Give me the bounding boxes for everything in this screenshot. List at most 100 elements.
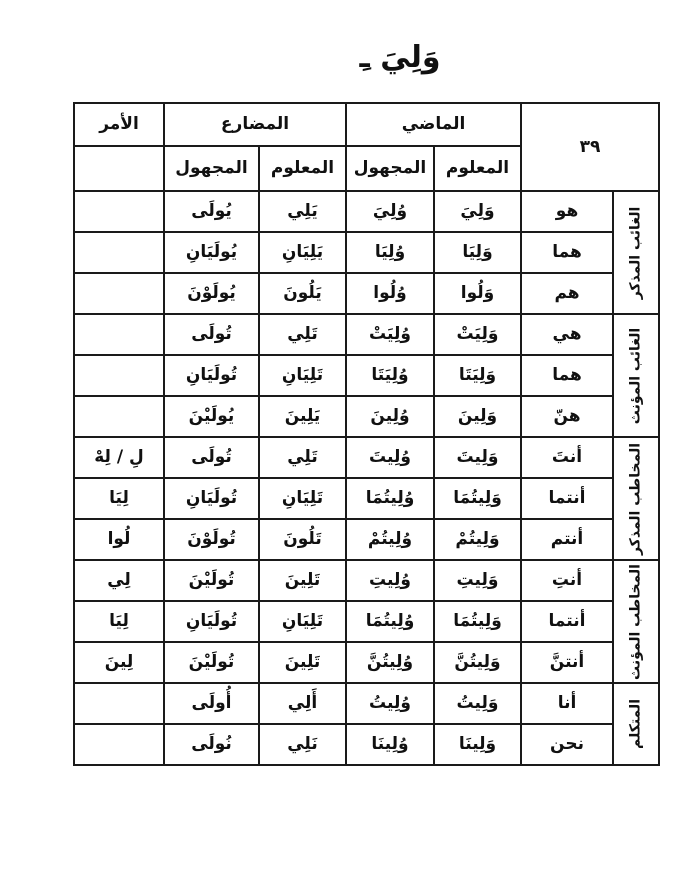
pronoun-cell: هما	[519, 231, 615, 274]
present-active-cell: نَلِي	[258, 723, 347, 766]
present-passive-cell: يُولَيْنَ	[163, 395, 260, 438]
table-row: هنّ وَلِينَ وُلِينَ يَلِينَ يُولَيْنَ	[73, 395, 659, 438]
header-imperative: الأمر	[73, 102, 165, 147]
pronoun-cell: هنّ	[519, 395, 615, 438]
present-passive-cell: تُولَيَانِ	[163, 600, 260, 643]
imperative-cell: لِي	[73, 559, 165, 602]
imperative-cell: لِينَ	[73, 641, 165, 684]
pronoun-cell: هما	[519, 354, 615, 397]
present-passive-cell: يُولَيَانِ	[163, 231, 260, 274]
past-passive-cell: وُلِيتُمْ	[345, 518, 435, 561]
pronoun-cell: هو	[519, 190, 615, 233]
imperative-cell	[73, 313, 165, 356]
header-present-active: المعلوم	[258, 145, 347, 192]
past-active-cell: وَلِيَتْ	[433, 313, 522, 356]
past-active-cell: وَلِيتُمَا	[433, 477, 522, 520]
group-label-text: الغائب المؤنث	[627, 327, 644, 424]
table-row: أنتما وَلِيتُمَا وُلِيتُمَا تَلِيَانِ تُ…	[73, 600, 659, 643]
past-active-cell: وَلِيتُنَّ	[433, 641, 522, 684]
present-active-cell: يَلِي	[258, 190, 347, 233]
header-past-active: المعلوم	[433, 145, 522, 192]
present-active-cell: يَلِينَ	[258, 395, 347, 438]
present-active-cell: تَلِي	[258, 436, 347, 479]
past-active-cell: وَلِينَا	[433, 723, 522, 766]
present-passive-cell: تُولَى	[163, 436, 260, 479]
header-past: الماضي	[345, 102, 522, 147]
present-passive-cell: تُولَيَانِ	[163, 477, 260, 520]
pronoun-cell: أنتِ	[519, 559, 615, 602]
past-passive-cell: وُلِيتَ	[345, 436, 435, 479]
past-passive-cell: وُلُوا	[345, 272, 435, 315]
past-active-cell: وَلِيتُمَا	[433, 600, 522, 643]
person-group-cell: المخاطب المذكر	[612, 436, 661, 561]
header-imperative-empty-cell	[73, 145, 165, 192]
group-label-text: المخاطب المؤنث	[627, 563, 644, 680]
past-active-cell: وَلِيتِ	[433, 559, 522, 602]
header-row-1: ٣٩ الماضي المضارع الأمر	[73, 102, 661, 192]
imperative-cell	[73, 272, 165, 315]
imperative-cell	[73, 354, 165, 397]
person-group-cell: الغائب المذكر	[612, 190, 661, 315]
present-active-cell: تَلِيَانِ	[258, 600, 347, 643]
present-active-cell: تَلِينَ	[258, 641, 347, 684]
past-active-cell: وَلِيَ	[433, 190, 522, 233]
past-passive-cell: وُلِيتُمَا	[345, 477, 435, 520]
conjugation-table: ٣٩ الماضي المضارع الأمر المعلوم المجهول …	[73, 102, 661, 766]
person-group-cell: المتكلم	[612, 682, 661, 766]
imperative-cell: لِ / لِهْ	[73, 436, 165, 479]
table-row: أنتما وَلِيتُمَا وُلِيتُمَا تَلِيَانِ تُ…	[73, 477, 659, 520]
past-active-cell: وَلِينَ	[433, 395, 522, 438]
table-row: أنتم وَلِيتُمْ وُلِيتُمْ تَلُونَ تُولَوْ…	[73, 518, 659, 561]
imperative-cell: لُوا	[73, 518, 165, 561]
header-present-passive: المجهول	[163, 145, 260, 192]
pronoun-cell: أنتما	[519, 600, 615, 643]
imperative-cell	[73, 231, 165, 274]
group-label-text: المتكلم	[627, 699, 644, 749]
person-group-cell: المخاطب المؤنث	[612, 559, 661, 684]
table-row: الغائب المذكر هو وَلِيَ وُلِيَ يَلِي يُو…	[73, 190, 661, 315]
present-active-cell: تَلِينَ	[258, 559, 347, 602]
lesson-number: ٣٩	[519, 102, 661, 192]
present-passive-cell: نُولَى	[163, 723, 260, 766]
pronoun-cell: أنتنَّ	[519, 641, 615, 684]
present-active-cell: تَلُونَ	[258, 518, 347, 561]
pronoun-cell: أنتَ	[519, 436, 615, 479]
imperative-cell	[73, 190, 165, 233]
table-row: هما وَلِيَا وُلِيَا يَلِيَانِ يُولَيَانِ	[73, 231, 659, 274]
table-row: المخاطب المذكر أنتَ وَلِيتَ وُلِيتَ تَلِ…	[73, 436, 661, 561]
present-active-cell: يَلُونَ	[258, 272, 347, 315]
group-label-text: المخاطب المذكر	[627, 442, 644, 555]
pronoun-cell: هي	[519, 313, 615, 356]
present-passive-cell: تُولَيْنَ	[163, 559, 260, 602]
past-active-cell: وَلِيتُ	[433, 682, 522, 725]
page-title: وَلِيَ ـِ	[359, 40, 441, 75]
table-row: هم وَلُوا وُلُوا يَلُونَ يُولَوْنَ	[73, 272, 659, 315]
present-active-cell: تَلِي	[258, 313, 347, 356]
imperative-cell	[73, 723, 165, 766]
pronoun-cell: هم	[519, 272, 615, 315]
present-passive-cell: يُولَى	[163, 190, 260, 233]
past-passive-cell: وُلِيتِ	[345, 559, 435, 602]
past-active-cell: وَلِيَا	[433, 231, 522, 274]
past-passive-cell: وُلِيَتَا	[345, 354, 435, 397]
past-passive-cell: وُلِينَا	[345, 723, 435, 766]
present-passive-cell: أُولَى	[163, 682, 260, 725]
group-label-text: الغائب المذكر	[627, 206, 644, 299]
past-passive-cell: وُلِيَ	[345, 190, 435, 233]
header-row-2: المعلوم المجهول المعلوم المجهول	[73, 145, 659, 192]
present-active-cell: تَلِيَانِ	[258, 354, 347, 397]
pronoun-cell: نحن	[519, 723, 615, 766]
past-passive-cell: وُلِينَ	[345, 395, 435, 438]
past-passive-cell: وُلِيتُنَّ	[345, 641, 435, 684]
past-active-cell: وَلِيَتَا	[433, 354, 522, 397]
present-active-cell: تَلِيَانِ	[258, 477, 347, 520]
header-present: المضارع	[163, 102, 347, 147]
present-passive-cell: تُولَوْنَ	[163, 518, 260, 561]
pronoun-cell: أنتما	[519, 477, 615, 520]
past-passive-cell: وُلِيَتْ	[345, 313, 435, 356]
table-row: المخاطب المؤنث أنتِ وَلِيتِ وُلِيتِ تَلِ…	[73, 559, 661, 684]
imperative-cell: لِيَا	[73, 477, 165, 520]
past-passive-cell: وُلِيتُمَا	[345, 600, 435, 643]
pronoun-cell: أنتم	[519, 518, 615, 561]
